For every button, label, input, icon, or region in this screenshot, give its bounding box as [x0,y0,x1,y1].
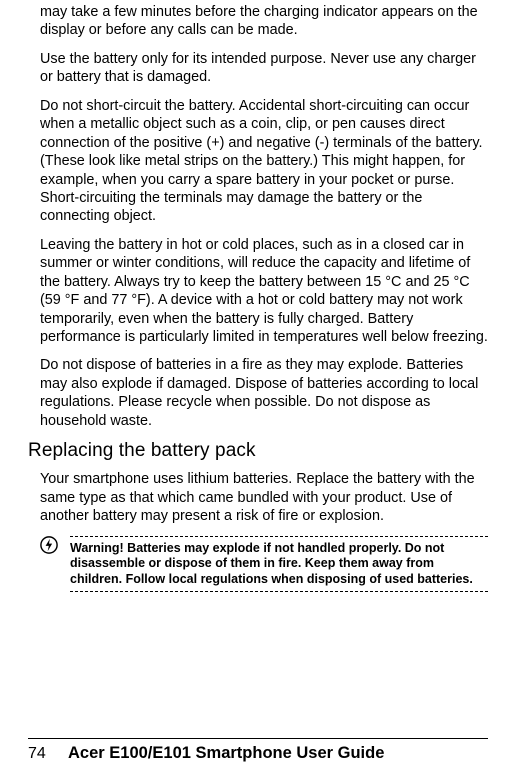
lightning-warning-icon [40,536,58,554]
footer-line: 74 Acer E100/E101 Smartphone User Guide [28,744,488,763]
paragraph-charging: may take a few minutes before the chargi… [28,3,488,40]
paragraph-short-circuit: Do not short-circuit the battery. Accide… [28,97,488,226]
dashed-line-top [70,536,488,537]
paragraph-temperature: Leaving the battery in hot or cold place… [28,236,488,347]
dashed-line-bottom [70,591,488,592]
page-number: 74 [28,745,68,763]
warning-icon-column [40,536,64,593]
warning-text: Warning! Batteries may explode if not ha… [70,541,488,588]
guide-title: Acer E100/E101 Smartphone User Guide [68,744,384,763]
footer-rule [28,738,488,739]
paragraph-dispose: Do not dispose of batteries in a fire as… [28,356,488,430]
warning-block: Warning! Batteries may explode if not ha… [28,536,488,593]
warning-content: Warning! Batteries may explode if not ha… [64,536,488,593]
paragraph-intended-use: Use the battery only for its intended pu… [28,50,488,87]
paragraph-replacing: Your smartphone uses lithium batteries. … [28,470,488,525]
heading-replacing-battery: Replacing the battery pack [28,440,488,462]
page-footer: 74 Acer E100/E101 Smartphone User Guide [28,738,488,763]
page: may take a few minutes before the chargi… [0,0,508,777]
